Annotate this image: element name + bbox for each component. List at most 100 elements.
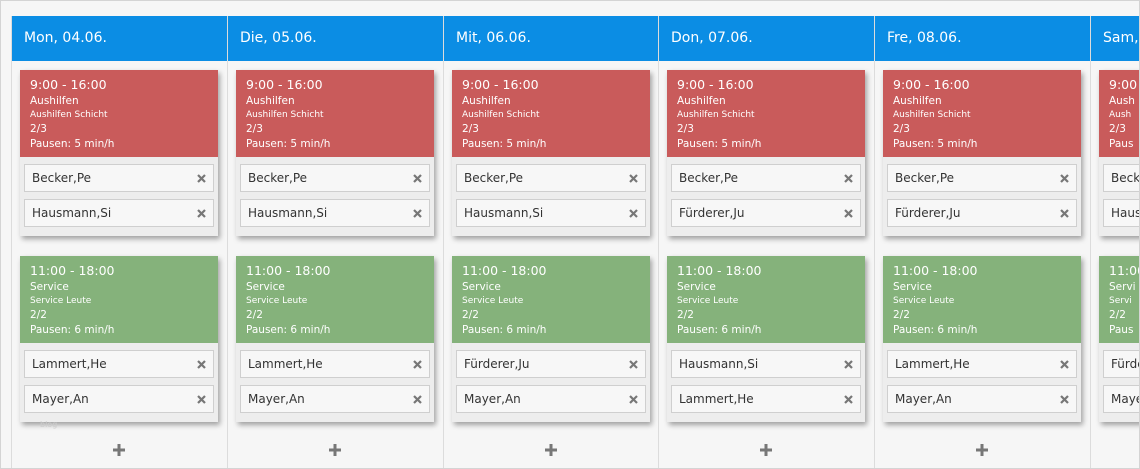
shift-card[interactable]: 9:00 - 16:00 Aushilfen Aushilfen Schicht 2/… xyxy=(452,70,650,236)
remove-icon[interactable] xyxy=(1060,360,1069,369)
worker-name: Lammert,He xyxy=(679,392,754,406)
shift-name: Aushilfen xyxy=(893,95,942,107)
remove-icon[interactable] xyxy=(1060,174,1069,183)
remove-icon[interactable] xyxy=(844,174,853,183)
worker-row: Lammert,He xyxy=(24,350,214,378)
shift-header: 9:00 Aush Aush 2/3 Paus xyxy=(1099,70,1139,157)
remove-icon[interactable] xyxy=(844,360,853,369)
shift-name: Service xyxy=(246,281,285,293)
shift-subname: Aushilfen Schicht xyxy=(893,110,971,120)
shift-breaks: Paus xyxy=(1109,138,1134,150)
shift-count: 2/3 xyxy=(30,123,47,135)
shift-time: 11:00 - 18:00 xyxy=(677,263,762,278)
remove-icon[interactable] xyxy=(629,360,638,369)
shift-subname: Aush xyxy=(1109,110,1132,120)
shift-time: 11:00 xyxy=(1109,263,1139,278)
shift-subname: Aushilfen Schicht xyxy=(246,110,324,120)
shift-subname: Aushilfen Schicht xyxy=(30,110,108,120)
worker-row: Lammert,He xyxy=(887,350,1077,378)
shift-header: 9:00 - 16:00 Aushilfen Aushilfen Schicht 2/… xyxy=(883,70,1081,157)
remove-icon[interactable] xyxy=(629,174,638,183)
remove-icon[interactable] xyxy=(629,395,638,404)
shift-card[interactable]: 11:00 - 18:00 Service Service Leute 2/2 Paus… xyxy=(667,256,865,422)
worker-name: Becker,Pe xyxy=(32,171,92,185)
shift-count: 2/3 xyxy=(462,123,479,135)
remove-icon[interactable] xyxy=(197,209,206,218)
remove-icon[interactable] xyxy=(629,209,638,218)
add-icon[interactable] xyxy=(544,443,558,457)
remove-icon[interactable] xyxy=(413,395,422,404)
shift-card[interactable]: 9:00 - 16:00 Aushilfen Aushilfen Schicht 2/… xyxy=(883,70,1081,236)
day-header: Die, 05.06. xyxy=(228,16,443,61)
worker-name: Fürde xyxy=(1111,357,1139,371)
day-header: Don, 07.06. xyxy=(659,16,874,61)
worker-name: Lammert,He xyxy=(32,357,107,371)
remove-icon[interactable] xyxy=(844,209,853,218)
shift-count: 2/2 xyxy=(893,309,910,321)
shift-card[interactable]: 11:00 - 18:00 Service Service Leute 2/2 Paus… xyxy=(452,256,650,422)
shift-subname: Service Leute xyxy=(462,296,524,306)
remove-icon[interactable] xyxy=(1060,395,1069,404)
add-icon[interactable] xyxy=(112,443,126,457)
shift-subname: Service Leute xyxy=(677,296,739,306)
shift-card[interactable]: 11:00 - 18:00 Service Service Leute 2/2 Paus… xyxy=(883,256,1081,422)
shift-header: 11:00 - 18:00 Service Service Leute 2/2 Paus… xyxy=(20,256,218,343)
add-icon[interactable] xyxy=(975,443,989,457)
remove-icon[interactable] xyxy=(197,174,206,183)
worker-name: Fürderer,Ju xyxy=(679,206,745,220)
worker-row: Fürderer,Ju xyxy=(671,199,861,227)
add-icon[interactable] xyxy=(328,443,342,457)
worker-row: Hausmann,Si xyxy=(24,199,214,227)
shift-name: Service xyxy=(893,281,932,293)
worker-name: Hausmann,Si xyxy=(679,357,759,371)
remove-icon[interactable] xyxy=(413,174,422,183)
shift-header: 9:00 - 16:00 Aushilfen Aushilfen Schicht 2/… xyxy=(20,70,218,157)
shift-subname: Service Leute xyxy=(246,296,308,306)
shift-card[interactable]: 9:00 - 16:00 Aushilfen Aushilfen Schicht 2/… xyxy=(236,70,434,236)
add-icon[interactable] xyxy=(759,443,773,457)
remove-icon[interactable] xyxy=(197,360,206,369)
shift-name: Service xyxy=(462,281,501,293)
shift-card[interactable]: 11:00 - 18:00 Service Service Leute 2/2 Paus… xyxy=(236,256,434,422)
shift-count: 2/3 xyxy=(1109,123,1126,135)
shift-time: 11:00 - 18:00 xyxy=(30,263,115,278)
worker-row: Mayer,An xyxy=(456,385,646,413)
worker-name: Becke xyxy=(1111,171,1140,185)
worker-row: Maye xyxy=(1103,385,1139,413)
shift-subname: Service Leute xyxy=(30,296,92,306)
shift-breaks: Pausen: 6 min/h xyxy=(893,324,978,336)
remove-icon[interactable] xyxy=(1060,209,1069,218)
shift-card[interactable]: 9:00 Aush Aush 2/3 Paus Becke Haus xyxy=(1099,70,1140,236)
shift-count: 2/2 xyxy=(677,309,694,321)
shift-name: Aushilfen xyxy=(246,95,295,107)
worker-row: Mayer,An xyxy=(24,385,214,413)
shift-subname: Servi xyxy=(1109,296,1132,306)
shift-header: 11:00 Servi Servi 2/2 Paus xyxy=(1099,256,1139,343)
shift-header: 11:00 - 18:00 Service Service Leute 2/2 Paus… xyxy=(667,256,865,343)
remove-icon[interactable] xyxy=(413,360,422,369)
shift-count: 2/3 xyxy=(246,123,263,135)
remove-icon[interactable] xyxy=(197,395,206,404)
worker-name: Mayer,An xyxy=(32,392,89,406)
shift-breaks: Pausen: 5 min/h xyxy=(462,138,547,150)
worker-row: Becker,Pe xyxy=(24,164,214,192)
shift-time: 9:00 xyxy=(1109,77,1138,92)
worker-name: Haus xyxy=(1111,206,1140,220)
shift-time: 11:00 - 18:00 xyxy=(893,263,978,278)
shift-count: 2/2 xyxy=(30,309,47,321)
worker-row: Fürderer,Ju xyxy=(887,199,1077,227)
remove-icon[interactable] xyxy=(413,209,422,218)
day-header: Fre, 08.06. xyxy=(875,16,1090,61)
worker-name: Lammert,He xyxy=(895,357,970,371)
shift-card[interactable]: 9:00 - 16:00 Aushilfen Aushilfen Schicht 2/… xyxy=(20,70,218,236)
shift-breaks: Pausen: 6 min/h xyxy=(30,324,115,336)
shift-card[interactable]: 11:00 Servi Servi 2/2 Paus Fürde Maye xyxy=(1099,256,1139,422)
shift-name: Servi xyxy=(1109,281,1136,293)
shift-card[interactable]: 11:00 - 18:00 Service Service Leute 2/2 Paus… xyxy=(20,256,218,422)
worker-row: Hausmann,Si xyxy=(456,199,646,227)
worker-row: Fürderer,Ju xyxy=(456,350,646,378)
remove-icon[interactable] xyxy=(844,395,853,404)
shift-card[interactable]: 9:00 - 16:00 Aushilfen Aushilfen Schicht 2/… xyxy=(667,70,865,236)
worker-row: Becke xyxy=(1103,164,1140,192)
day-column: Sam, 9:00 Aush Aush 2/3 Paus Becke Haus 11:00 Ser… xyxy=(1090,16,1140,468)
